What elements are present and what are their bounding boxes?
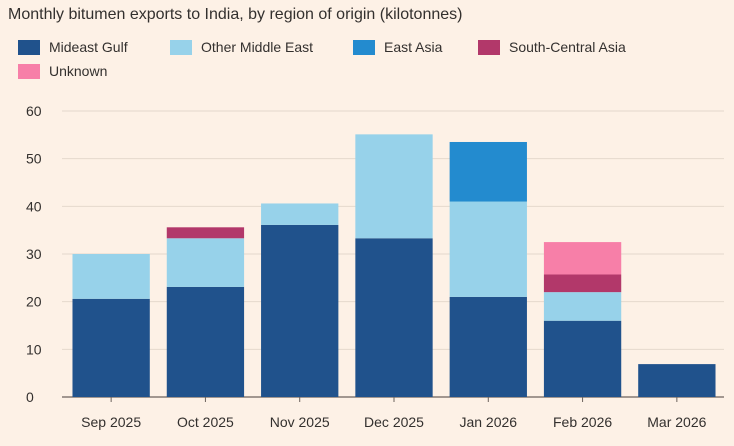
bar-segment-south-central-asia [543,274,622,293]
x-tick-label: Oct 2025 [177,414,234,430]
chart-title: Monthly bitumen exports to India, by reg… [8,6,463,23]
bar-segment-other-middle-east [166,238,245,287]
legend-item: Unknown [18,62,107,80]
y-tick-label: 30 [26,246,42,262]
x-tick-label: Mar 2026 [647,414,706,430]
legend-label: Unknown [49,63,108,79]
x-tick-label: Jan 2026 [459,414,517,430]
bar-segment-mideast-gulf [638,364,716,397]
legend-label: East Asia [384,39,443,55]
x-tick-label: Sep 2025 [81,414,141,430]
legend-label: Other Middle East [201,39,314,55]
bar-segment-mideast-gulf [261,224,339,397]
legend-label: South-Central Asia [509,39,626,55]
y-tick-label: 20 [26,294,42,310]
legend-item: Other Middle East [170,38,313,56]
bar-segment-mideast-gulf [355,238,433,397]
legend-item: East Asia [353,38,442,56]
x-tick-label: Dec 2025 [364,414,424,430]
y-tick-label: 60 [26,103,42,119]
legend-item: Mideast Gulf [18,38,128,56]
bar-segment-mideast-gulf [449,296,527,397]
bar-segment-south-central-asia [166,227,245,239]
bar-segment-other-middle-east [261,203,339,225]
legend-item: South-Central Asia [478,38,626,56]
x-tick-label: Feb 2026 [553,414,612,430]
x-tick-label: Nov 2025 [270,414,330,430]
legend-label: Mideast Gulf [49,39,128,55]
y-tick-label: 0 [26,389,34,405]
y-tick-label: 10 [26,341,42,357]
bar-segment-east-asia [449,141,527,202]
y-tick-label: 50 [26,151,42,167]
bar-segment-mideast-gulf [72,298,150,397]
legend-swatch [18,63,40,79]
legend-swatch [478,39,500,55]
bar-segment-mideast-gulf [543,320,622,397]
bar-segment-other-middle-east [355,134,433,239]
bar-segment-unknown [543,242,622,275]
bar-segment-other-middle-east [543,292,622,321]
bar-segment-other-middle-east [72,254,150,299]
bar-segment-other-middle-east [449,201,527,297]
legend-swatch [170,39,192,55]
y-tick-label: 40 [26,198,42,214]
legend-swatch [18,39,40,55]
bar-segment-mideast-gulf [166,286,245,397]
legend-swatch [353,39,375,55]
